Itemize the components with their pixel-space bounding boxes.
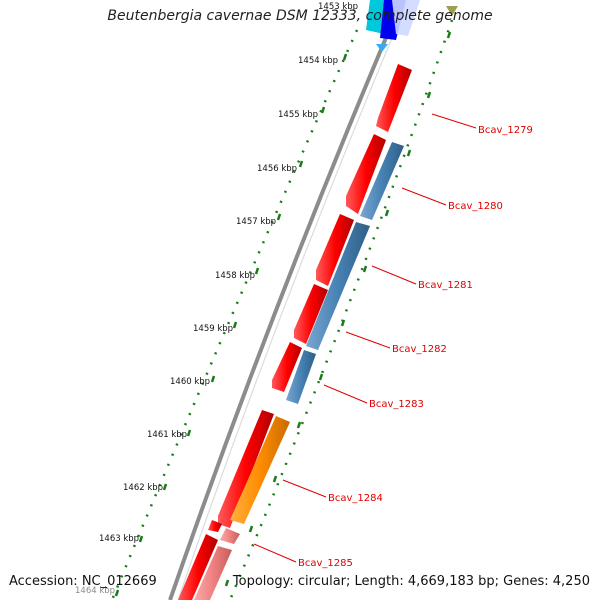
- gene-labels: Bcav_1279 Bcav_1280 Bcav_1281 Bcav_1282 …: [298, 125, 533, 569]
- outer-tick: [406, 149, 412, 157]
- kbp-tick: [342, 53, 348, 61]
- kbp-tick: [138, 535, 144, 543]
- kbp-label: 1459 kbp: [193, 324, 233, 334]
- kbp-label: 1458 kbp: [215, 271, 255, 281]
- kbp-labels: 1453 kbp 1454 kbp 1455 kbp 1456 kbp 1457…: [75, 2, 358, 596]
- gene-label[interactable]: Bcav_1284: [328, 493, 383, 504]
- kbp-label: 1464 kbp: [75, 586, 115, 596]
- cds-track-outer: [178, 64, 412, 600]
- kbp-tick: [162, 483, 168, 491]
- genome-summary-text: Topology: circular; Length: 4,669,183 bp…: [232, 574, 590, 589]
- outer-tick: [362, 265, 368, 273]
- leader-line: [401, 187, 447, 206]
- outer-tick-marks: [224, 31, 452, 587]
- kbp-tick: [210, 375, 216, 383]
- cds-arrow: [208, 520, 222, 532]
- gene-label[interactable]: Bcav_1283: [369, 399, 424, 410]
- gene-label[interactable]: Bcav_1279: [478, 125, 533, 136]
- outer-tick: [296, 421, 302, 429]
- kbp-label: 1454 kbp: [298, 56, 338, 66]
- cds-orange: [230, 416, 290, 524]
- feature-tip: [376, 44, 388, 52]
- top-feature-group: [366, 0, 458, 52]
- genome-title: Beutenbergia cavernae DSM 12333, complet…: [107, 8, 493, 24]
- kbp-tick: [320, 106, 326, 114]
- feature-olive: [446, 6, 458, 16]
- cds-steelblue: [306, 222, 370, 350]
- outer-tick: [426, 91, 432, 99]
- leader-line: [282, 479, 327, 498]
- kbp-label: 1463 kbp: [99, 534, 139, 544]
- genome-backbone-inner: [177, 0, 409, 601]
- cds-arrow: [178, 534, 218, 600]
- gene-label[interactable]: Bcav_1280: [448, 201, 503, 212]
- leader-line: [345, 331, 391, 349]
- cds-arrow: [272, 342, 302, 392]
- outer-tick: [384, 209, 390, 217]
- gene-label[interactable]: Bcav_1282: [392, 344, 447, 355]
- cds-lightred: [194, 546, 232, 600]
- kbp-tick: [298, 160, 304, 168]
- cds-steelblue: [286, 350, 316, 404]
- leader-line: [253, 543, 297, 563]
- cds-arrow: [218, 410, 274, 528]
- outer-tick: [446, 31, 452, 39]
- leader-line: [323, 384, 368, 404]
- cds-arrow: [376, 64, 412, 132]
- kbp-label: 1461 kbp: [147, 430, 187, 440]
- cds-lightred: [220, 528, 240, 544]
- cds-arrow: [346, 134, 386, 214]
- kbp-tick: [114, 589, 120, 597]
- kbp-label: 1456 kbp: [257, 164, 297, 174]
- cds-arrow: [316, 214, 354, 286]
- kbp-label: 1457 kbp: [236, 217, 276, 227]
- kbp-tick: [254, 267, 260, 275]
- kbp-tick: [232, 321, 238, 329]
- leader-line: [371, 265, 417, 285]
- gene-leader-lines: [253, 113, 477, 563]
- kbp-label: 1462 kbp: [123, 483, 163, 493]
- genome-backbone: [168, 0, 404, 601]
- outer-dotted-ring: [228, 19, 454, 601]
- cds-steelblue: [360, 142, 404, 220]
- kbp-tick-marks: [114, 53, 348, 597]
- gene-label[interactable]: Bcav_1281: [418, 280, 473, 291]
- outer-tick: [340, 319, 346, 327]
- outer-tick: [224, 579, 230, 587]
- outer-tick: [248, 525, 254, 533]
- kbp-label: 1455 kbp: [278, 110, 318, 120]
- cds-track-inner: [194, 142, 404, 600]
- kbp-label: 1460 kbp: [170, 377, 210, 387]
- kbp-tick: [276, 213, 282, 221]
- leader-line: [431, 113, 477, 129]
- kbp-tick: [186, 429, 192, 437]
- cds-arrow: [294, 284, 328, 344]
- kbp-label: 1453 kbp: [318, 2, 358, 12]
- accession-text: Accession: NC_012669: [9, 574, 157, 589]
- feature-light: [392, 0, 420, 36]
- gene-label[interactable]: Bcav_1285: [298, 558, 353, 569]
- outer-tick: [318, 373, 324, 381]
- outer-tick: [272, 475, 278, 483]
